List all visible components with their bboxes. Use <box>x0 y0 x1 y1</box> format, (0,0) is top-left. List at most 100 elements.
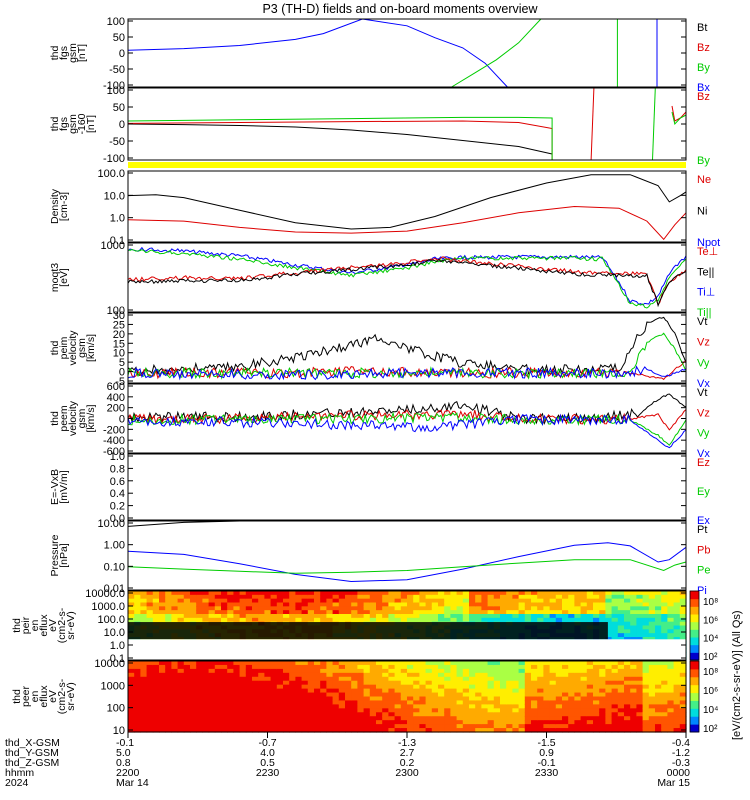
spectrogram-cell <box>295 696 303 702</box>
spectrogram-cell <box>382 728 389 733</box>
spectrogram-cell <box>357 692 365 698</box>
spectrogram-cell <box>295 676 303 682</box>
spectrogram-cell <box>233 617 241 623</box>
spectrogram-cell <box>239 676 247 682</box>
spectrogram-cell <box>221 661 228 666</box>
y-tick-label: 1.00 <box>104 540 125 552</box>
spectrogram-cell <box>413 661 420 666</box>
spectrogram-cell <box>673 629 681 634</box>
spectrogram-cell <box>444 591 451 596</box>
spectrogram-cell <box>624 617 631 623</box>
spectrogram-cell <box>661 594 668 600</box>
spectrogram-cell <box>524 606 532 611</box>
spectrogram-cell <box>140 712 148 717</box>
spectrogram-cell <box>462 617 470 623</box>
spectrogram-cell <box>518 716 526 721</box>
spectrogram-cell <box>177 720 185 725</box>
spectrogram-cell <box>345 598 352 604</box>
spectrogram-cell <box>351 661 358 666</box>
spectrogram-cell <box>456 728 464 733</box>
spectrogram-cell <box>202 594 210 600</box>
spectrogram-cell <box>338 684 346 690</box>
spectrogram-cell <box>475 684 482 690</box>
spectrogram-cell <box>586 591 594 596</box>
colorbar-tick: 10⁴ <box>703 634 718 645</box>
spectrogram-cell <box>239 661 247 666</box>
spectrogram-cell <box>159 617 166 623</box>
spectrogram-cell <box>438 614 445 619</box>
spectrogram-cell <box>289 684 296 690</box>
spectrogram-cell <box>500 617 507 623</box>
spectrogram-cell <box>351 680 358 686</box>
spectrogram-cell <box>568 668 575 674</box>
spectrogram-cell <box>388 696 396 702</box>
spectrogram-cell <box>196 712 203 717</box>
spectrogram-cell <box>667 712 675 717</box>
spectrogram-cell <box>431 610 439 615</box>
spectrogram-cell <box>648 594 656 600</box>
spectrogram-cell <box>636 664 644 670</box>
spectrogram-cell <box>555 712 563 717</box>
spectrogram-cell <box>245 680 253 686</box>
spectrogram-cell <box>289 672 296 678</box>
spectrogram-cell <box>159 591 166 596</box>
spectrogram-cell <box>431 720 439 725</box>
spectrogram-cell <box>289 720 296 725</box>
spectrogram-cell <box>177 594 185 600</box>
x-row-value: -1.5 <box>537 737 555 749</box>
spectrogram-cell <box>301 602 309 607</box>
spectrogram-cell <box>252 614 259 619</box>
spectrogram-cell <box>512 684 520 690</box>
spectrogram-cell <box>661 728 668 733</box>
spectrogram-cell <box>648 591 656 596</box>
spectrogram-cell <box>152 672 160 678</box>
spectrogram-cell <box>407 720 414 725</box>
spectrogram-cell <box>679 606 687 611</box>
spectrogram-cell <box>543 716 551 721</box>
spectrogram-cell <box>543 598 551 604</box>
spectrogram-cell <box>617 724 625 729</box>
spectrogram-cell <box>382 617 389 623</box>
spectrogram-cell <box>413 696 420 702</box>
spectrogram-cell <box>624 664 631 670</box>
spectrogram-cell <box>481 617 489 623</box>
spectrogram-cell <box>661 602 668 607</box>
spectrogram-cell <box>345 696 352 702</box>
spectrogram-cell <box>152 700 160 705</box>
spectrogram-cell <box>351 672 358 678</box>
spectrogram-cell <box>667 672 675 678</box>
spectrogram-cell <box>512 680 520 686</box>
spectrogram-cell <box>562 716 569 721</box>
spectrogram-cell <box>233 594 241 600</box>
spectrogram-cell <box>450 704 458 709</box>
spectrogram-cell <box>518 692 526 698</box>
spectrogram-cell <box>524 672 532 678</box>
spectrogram-cell <box>190 594 197 600</box>
spectrogram-cell <box>146 606 154 611</box>
spectrogram-cell <box>568 712 575 717</box>
spectrogram-cell <box>146 591 154 596</box>
spectrogram-cell <box>369 610 377 615</box>
spectrogram-cell <box>506 692 513 698</box>
spectrogram-cell <box>295 728 303 733</box>
spectrogram-cell <box>407 708 414 713</box>
spectrogram-cell <box>438 672 445 678</box>
legend-Vz: Vz <box>697 337 710 349</box>
spectrogram-cell <box>462 672 470 678</box>
spectrogram-cell <box>382 712 389 717</box>
spectrogram-cell <box>227 614 234 619</box>
spectrogram-cell <box>562 696 569 702</box>
spectrogram-cell <box>456 704 464 709</box>
spectrogram-cell <box>419 704 427 709</box>
spectrogram-cell <box>593 728 600 733</box>
spectrogram-cell <box>221 668 228 674</box>
spectrogram-cell <box>506 606 513 611</box>
spectrogram-cell <box>326 716 334 721</box>
spectrogram-cell <box>295 591 303 596</box>
spectrogram-cell <box>580 688 588 694</box>
spectrogram-cell <box>320 617 327 623</box>
y-tick-label: -200 <box>103 424 125 436</box>
spectrogram-cell <box>648 637 656 642</box>
y-tick-label: 0.4 <box>110 488 125 500</box>
